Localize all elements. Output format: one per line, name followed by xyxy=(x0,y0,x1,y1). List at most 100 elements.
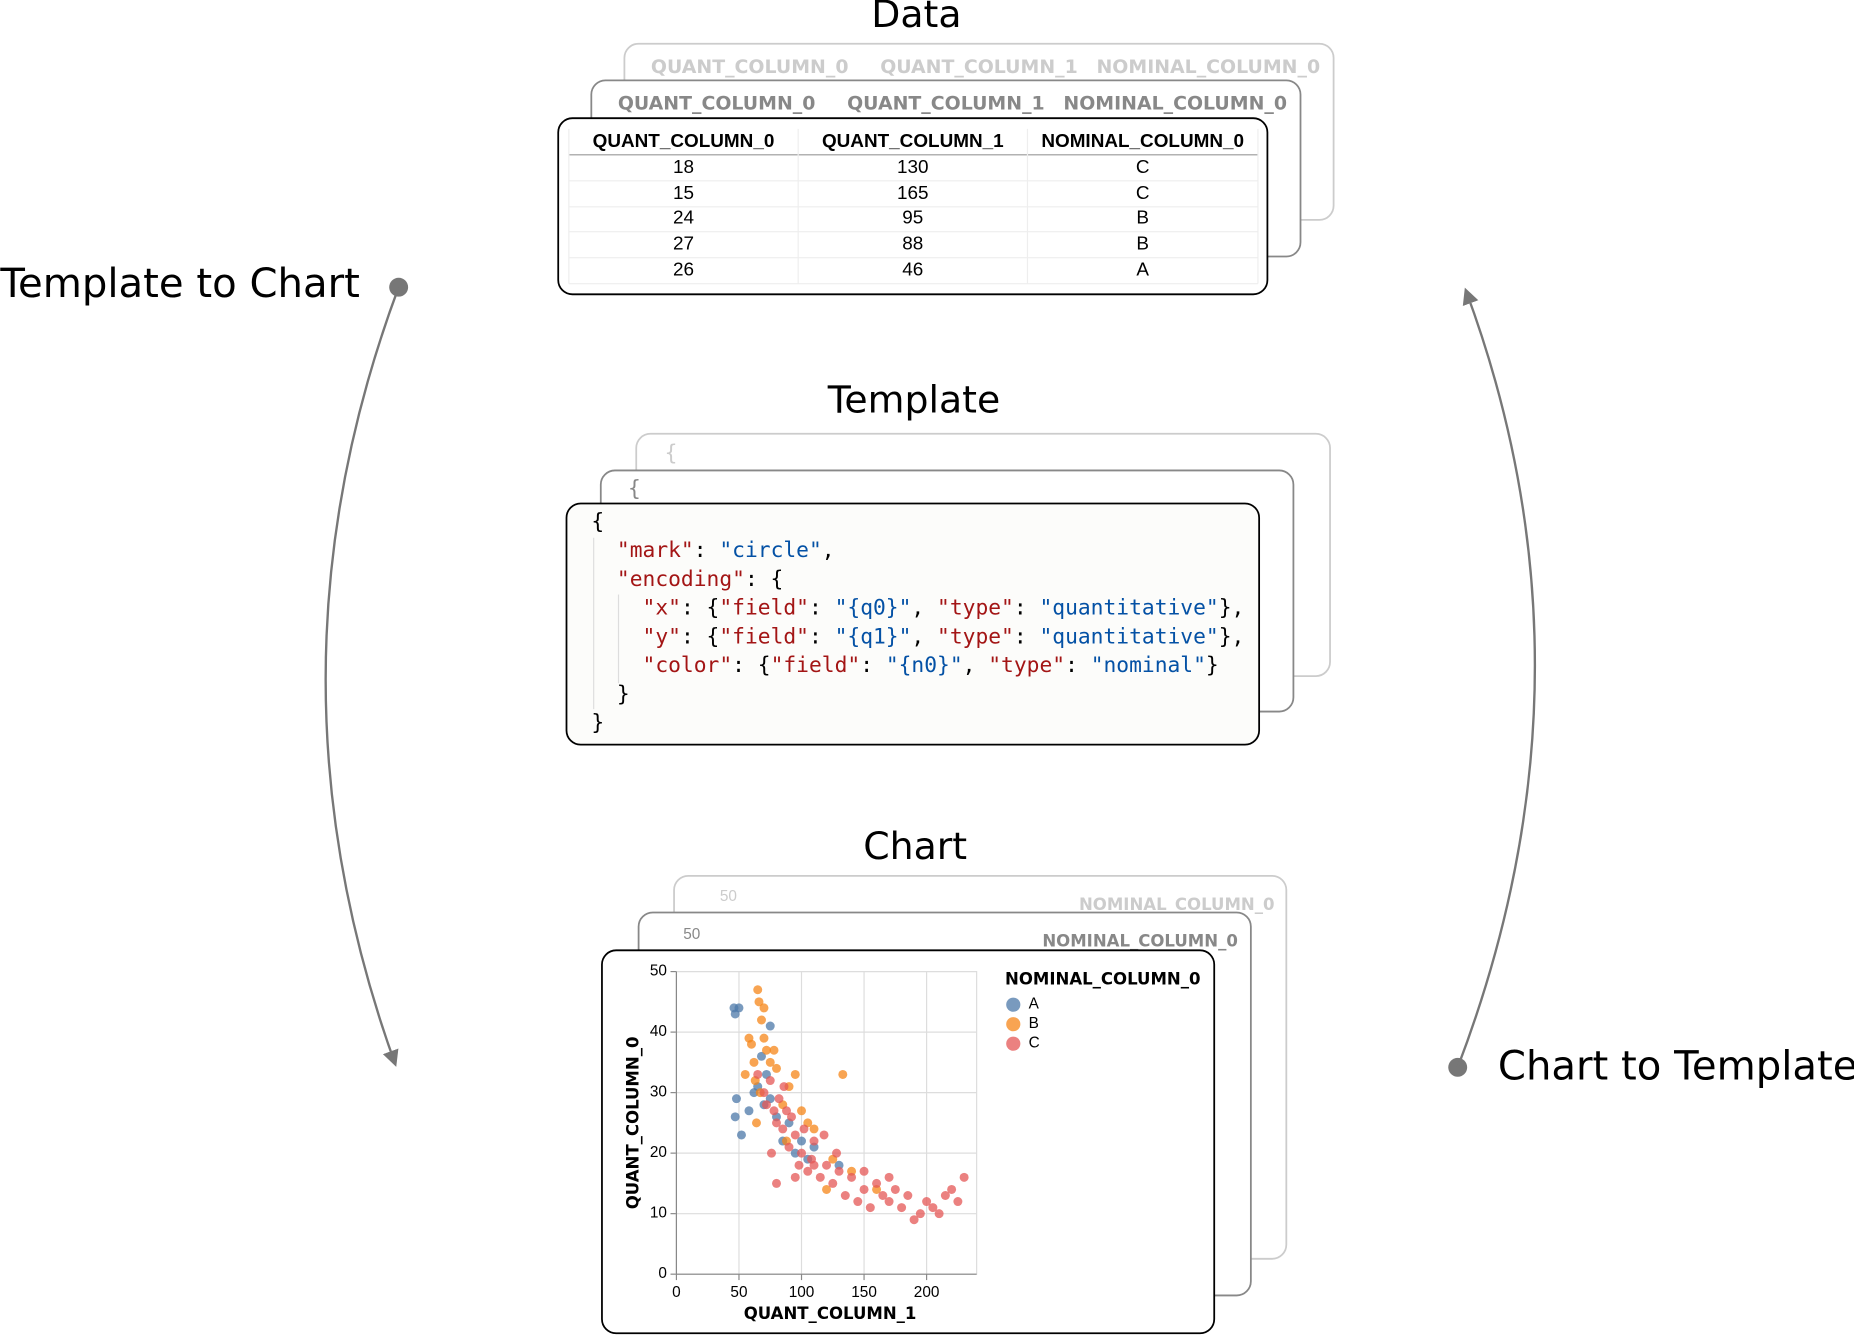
ghost-header: QUANT_COLUMN_1 xyxy=(880,56,1078,78)
code-token: : xyxy=(809,624,835,649)
code-line: "encoding": { xyxy=(591,567,783,592)
table-cell: 165 xyxy=(897,183,929,204)
code-token: "{q1}" xyxy=(835,624,912,649)
code-token: "field" xyxy=(719,596,809,621)
table-cell: 88 xyxy=(902,234,923,255)
point xyxy=(915,1209,925,1219)
point xyxy=(959,1172,969,1182)
point xyxy=(787,1112,796,1122)
legend-label: C xyxy=(1029,1035,1040,1052)
point xyxy=(744,1106,754,1116)
table-cell: 24 xyxy=(673,208,694,229)
point xyxy=(897,1203,907,1213)
table-cell: B xyxy=(1136,234,1149,255)
point xyxy=(947,1184,957,1194)
point xyxy=(890,1184,900,1194)
point xyxy=(928,1203,938,1213)
point xyxy=(769,1106,779,1116)
plot-area xyxy=(675,970,978,1275)
point xyxy=(878,1191,888,1200)
y-tick-label: 50 xyxy=(650,963,667,980)
code-line: } xyxy=(591,682,629,707)
code-token: : xyxy=(860,653,886,678)
code-token: "encoding" xyxy=(591,567,745,592)
point xyxy=(832,1148,842,1158)
code: { "mark": "circle", "encoding": { "x": {… xyxy=(591,509,1244,735)
y-tick-label: 30 xyxy=(650,1084,667,1101)
arrow-label: Chart to Template xyxy=(1498,1044,1854,1090)
point xyxy=(838,1069,848,1079)
table: QUANT_COLUMN_0 QUANT_COLUMN_1 NOMINAL_COLU… xyxy=(568,128,1259,285)
code-token: "nominal" xyxy=(1091,653,1206,678)
point xyxy=(859,1184,869,1194)
point xyxy=(765,1021,775,1031)
point xyxy=(790,1172,800,1182)
section-title: Template xyxy=(827,377,1001,421)
code-token: : xyxy=(1065,653,1091,678)
code-line: "mark": "circle", xyxy=(591,538,834,563)
point xyxy=(734,1003,744,1013)
code-token: "{q0}" xyxy=(835,596,912,621)
point xyxy=(794,1160,804,1170)
point xyxy=(809,1160,819,1170)
point xyxy=(730,1112,740,1122)
point xyxy=(934,1209,944,1219)
y-axis-title: QUANT_COLUMN_0 xyxy=(623,1037,642,1210)
point xyxy=(909,1215,919,1225)
y-tick-label: 40 xyxy=(650,1023,667,1040)
point xyxy=(765,1076,775,1086)
point xyxy=(790,1148,800,1158)
point xyxy=(740,1069,750,1079)
scatter-chart: 0 10 20 30 40 50 0 50 100 150 200 QUANT_COLUMN_1 QUA… xyxy=(623,963,1200,1323)
arrow xyxy=(1456,287,1537,1068)
code-token: : { xyxy=(745,567,783,592)
code-token: } xyxy=(591,710,604,735)
table-header: NOMINAL_COLUMN_0 xyxy=(1041,131,1244,152)
x-tick-label: 150 xyxy=(851,1284,877,1301)
code-line: "x": {"field": "{q0}", "type": "quantita… xyxy=(591,596,1244,621)
point xyxy=(953,1197,963,1207)
code-token: : xyxy=(1014,596,1040,621)
point xyxy=(819,1130,829,1140)
point xyxy=(761,1100,771,1110)
table-cell: 27 xyxy=(673,234,694,255)
arrow xyxy=(324,286,400,1067)
point xyxy=(797,1136,807,1146)
point xyxy=(797,1148,807,1158)
code-token: "color" xyxy=(591,653,732,678)
table-header: QUANT_COLUMN_0 xyxy=(593,131,775,152)
point xyxy=(859,1166,869,1176)
code-token: "x" xyxy=(591,596,681,621)
point xyxy=(803,1166,813,1176)
point xyxy=(772,1178,781,1188)
x-tick-label: 100 xyxy=(789,1284,815,1301)
code-line: "y": {"field": "{q1}", "type": "quantita… xyxy=(591,624,1244,649)
y-tick-label: 10 xyxy=(650,1205,667,1222)
point xyxy=(797,1106,807,1116)
code-line: "color": {"field": "{n0}", "type": "nomi… xyxy=(591,653,1218,678)
ghost-legend-title: NOMINAL_COLUMN_0 xyxy=(1042,932,1238,951)
table-cell: B xyxy=(1136,208,1149,229)
point xyxy=(884,1172,894,1182)
ghost-header: NOMINAL_COLUMN_0 xyxy=(1063,93,1287,115)
code-token: { xyxy=(591,509,604,534)
point xyxy=(922,1197,932,1207)
legend-swatch xyxy=(1006,997,1021,1012)
code-token: "quantitative" xyxy=(1039,624,1218,649)
point xyxy=(731,1094,741,1104)
point xyxy=(828,1178,838,1188)
point xyxy=(772,1063,781,1073)
point xyxy=(766,1148,776,1158)
x-tick-label: 50 xyxy=(730,1284,747,1301)
table-cell: C xyxy=(1136,157,1150,178)
table-cell: 95 xyxy=(902,208,923,229)
arrow-start xyxy=(1448,1057,1468,1077)
point xyxy=(753,1069,763,1079)
ghost-legend-title: NOMINAL_COLUMN_0 xyxy=(1079,895,1275,914)
code-token: , xyxy=(822,538,835,563)
code-token: } xyxy=(591,682,629,707)
table-cell: 26 xyxy=(673,260,694,281)
point xyxy=(774,1094,784,1104)
point xyxy=(756,1015,766,1025)
